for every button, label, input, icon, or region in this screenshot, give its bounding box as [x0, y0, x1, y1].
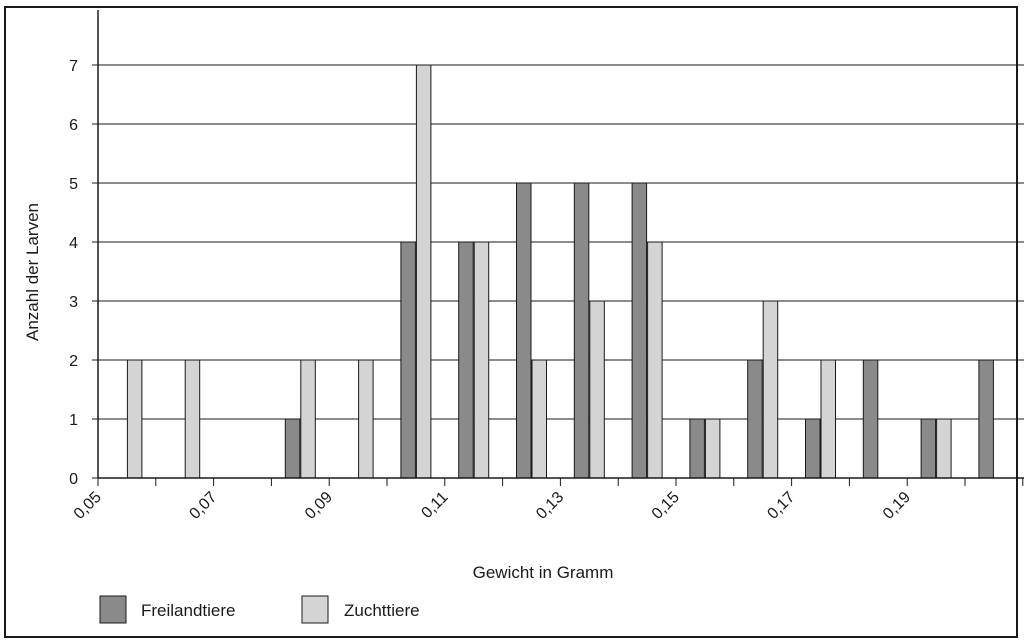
legend: Freilandtiere Zuchttiere	[99, 595, 420, 624]
y-tick-label: 1	[69, 412, 78, 429]
chart-frame	[4, 6, 1018, 638]
bar-freilandtiere-10	[689, 418, 705, 479]
bar-freilandtiere-9	[631, 182, 648, 479]
bar-zuchttiere-12	[820, 359, 836, 479]
y-tick-label: 4	[69, 235, 78, 252]
bar-freilandtiere-7	[516, 182, 532, 479]
bar-zuchttiere-5	[415, 64, 432, 479]
axes	[97, 10, 1024, 486]
y-axis-title: Anzahl der Larven	[23, 203, 42, 341]
x-tick-labels: 0,05 0,07 0,09 0,11 0,13 0,15 0,17 0,19	[71, 489, 914, 523]
legend-swatch-zuchttiere	[301, 595, 329, 624]
gridlines	[92, 64, 1024, 479]
bar-zuchttiere-11	[762, 300, 779, 479]
y-tick-label: 0	[69, 471, 78, 488]
bar-freilandtiere-8	[573, 182, 590, 479]
x-tick-label: 0,11	[418, 489, 451, 522]
bar-freilandtiere-13	[862, 359, 879, 479]
legend-label-zuchttiere: Zuchttiere	[344, 601, 420, 620]
y-tick-label: 6	[69, 117, 78, 134]
bars	[126, 64, 994, 479]
bar-freilandtiere-11	[747, 359, 763, 479]
x-tick-label: 0,09	[302, 489, 336, 523]
bar-zuchttiere-1	[184, 359, 201, 479]
x-tick-label: 0,19	[880, 489, 914, 523]
bar-zuchttiere-6	[473, 241, 490, 479]
bar-zuchttiere-0	[126, 359, 143, 479]
x-tick-label: 0,13	[533, 489, 567, 523]
y-tick-label: 3	[69, 294, 78, 311]
bar-zuchttiere-14	[936, 418, 952, 479]
bar-freilandtiere-14	[920, 418, 937, 479]
bar-freilandtiere-12	[805, 418, 821, 479]
bar-zuchttiere-4	[358, 359, 374, 479]
legend-swatch-freilandtiere	[99, 595, 127, 624]
x-tick-label: 0,15	[649, 489, 683, 523]
bar-freilandtiere-6	[458, 241, 474, 479]
bar-freilandtiere-3	[284, 418, 301, 479]
legend-label-freilandtiere: Freilandtiere	[141, 601, 236, 620]
y-tick-label: 7	[69, 58, 78, 75]
bar-zuchttiere-3	[300, 359, 316, 479]
bar-zuchttiere-8	[589, 300, 605, 479]
x-tick-label: 0,05	[71, 489, 105, 523]
x-tick-label: 0,07	[186, 489, 220, 523]
y-tick-label: 2	[69, 353, 78, 370]
bar-zuchttiere-9	[647, 241, 663, 479]
x-axis-title: Gewicht in Gramm	[473, 563, 614, 582]
x-tick-label: 0,17	[764, 489, 798, 523]
bar-freilandtiere-15	[978, 359, 994, 479]
bar-freilandtiere-5	[400, 241, 416, 479]
bar-zuchttiere-7	[531, 359, 547, 479]
bar-zuchttiere-10	[704, 418, 721, 479]
y-tick-label: 5	[69, 176, 78, 193]
y-tick-labels: 0 1 2 3 4 5 6 7	[69, 58, 78, 488]
